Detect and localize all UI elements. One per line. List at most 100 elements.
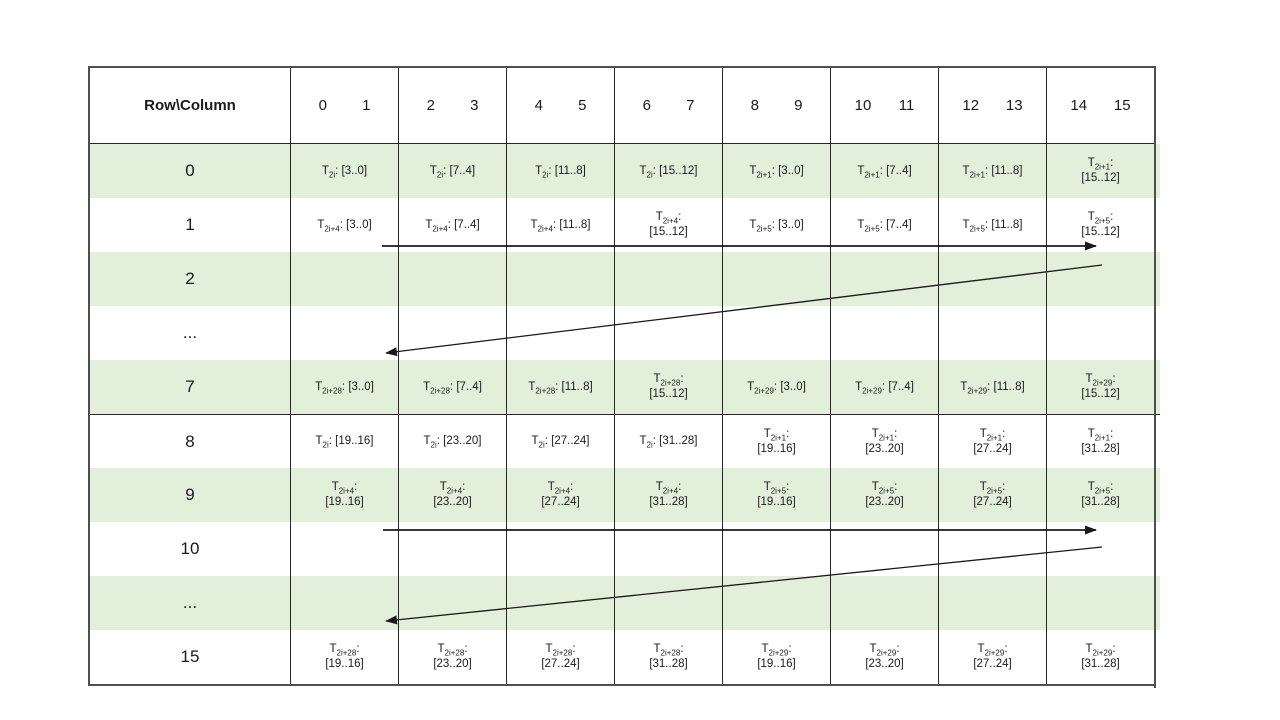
column-number-right: 13 — [1005, 97, 1023, 114]
data-cell: T2i+1: [7..4] — [830, 144, 938, 198]
data-cell: T2i+5: [3..0] — [722, 198, 830, 252]
cell-text: T2i+5: [11..8] — [962, 218, 1023, 233]
column-number-right: 11 — [898, 97, 915, 114]
data-cell: T2i+4: [3..0] — [290, 198, 398, 252]
data-cell: T2i: [3..0] — [290, 144, 398, 198]
cell-text: T2i+28: [15..12] — [649, 373, 688, 400]
data-cell: T2i+5: [23..20] — [830, 468, 938, 522]
data-cell: T2i+29: [31..28] — [1046, 630, 1154, 684]
row-label: 7 — [185, 377, 195, 396]
data-cell — [1046, 576, 1154, 630]
cell-text: T2i: [19..16] — [315, 435, 374, 450]
cell-text: T2i+1: [23..20] — [865, 427, 904, 455]
row-label: ... — [182, 593, 198, 612]
table-right-border — [1154, 66, 1156, 688]
data-cell: T2i+4: [31..28] — [614, 468, 722, 522]
data-cell: T2i+1: [31..28] — [1046, 415, 1154, 468]
column-number-right: 1 — [362, 97, 371, 114]
data-cell: T2i+29: [3..0] — [722, 360, 830, 414]
data-cell — [290, 252, 398, 306]
cell-text: T2i+4: [27..24] — [541, 481, 580, 508]
cell-text: T2i+5: [27..24] — [973, 481, 1012, 508]
table-row: 8 T2i: [19..16] T2i: [23..20] T2i: [27..24]… — [90, 414, 1160, 468]
data-cell: T2i+29: [11..8] — [938, 360, 1046, 414]
data-cell — [398, 306, 506, 360]
cell-text: T2i+28: [3..0] — [315, 380, 374, 395]
cell-text: T2i+4: [23..20] — [433, 481, 472, 508]
data-cell: T2i+1: [11..8] — [938, 144, 1046, 198]
row-label: 2 — [185, 269, 195, 288]
table-row: 15 T2i+28: [19..16] T2i+28: [23..20] T2i+28:[… — [90, 630, 1160, 684]
data-cell: T2i+29: [7..4] — [830, 360, 938, 414]
data-cell: T2i+29: [19..16] — [722, 630, 830, 684]
table-row: 9 T2i+4: [19..16] T2i+4: [23..20] T2i+4: [27..… — [90, 468, 1160, 522]
column-number-right: 3 — [470, 97, 479, 114]
table-body: 0 T2i: [3..0] T2i: [7..4] T2i: [11..8] T2i: … — [90, 144, 1160, 684]
cell-text: T2i+5: [15..12] — [1081, 211, 1120, 238]
data-cell — [1046, 252, 1154, 306]
cell-text: T2i+1: [7..4] — [857, 164, 912, 179]
cell-text: T2i: [27..24] — [531, 435, 590, 450]
data-cell: T2i+28: [27..24] — [506, 630, 614, 684]
data-cell: T2i+1: [3..0] — [722, 144, 830, 198]
cell-text: T2i+28: [27..24] — [541, 643, 580, 670]
cell-text: T2i+1: [19..16] — [757, 427, 796, 455]
cell-text: T2i+29: [3..0] — [747, 380, 806, 395]
cell-text: T2i+1: [27..24] — [973, 427, 1012, 455]
row-label: 9 — [185, 485, 195, 504]
data-cell: T2i+1: [27..24] — [938, 415, 1046, 468]
data-cell — [722, 522, 830, 576]
cell-text: T2i+5: [19..16] — [757, 481, 796, 508]
data-cell — [1046, 522, 1154, 576]
column-header-cell: 14 15 — [1046, 68, 1154, 143]
data-cell — [290, 306, 398, 360]
data-cell — [1046, 306, 1154, 360]
cell-text: T2i+28: [19..16] — [325, 643, 364, 670]
cell-text: T2i+28: [11..8] — [528, 380, 593, 395]
cell-text: T2i+28: [23..20] — [433, 643, 472, 670]
column-number-right: 7 — [686, 97, 695, 114]
row-label: 0 — [185, 161, 195, 180]
cell-text: T2i+29: [27..24] — [973, 643, 1012, 670]
data-cell — [506, 252, 614, 306]
cell-text: T2i+28: [31..28] — [649, 643, 688, 670]
data-cell: T2i+28: [23..20] — [398, 630, 506, 684]
data-cell — [722, 306, 830, 360]
data-cell — [614, 306, 722, 360]
cell-text: T2i: [11..8] — [535, 164, 586, 179]
column-number-left: 4 — [534, 97, 543, 114]
data-cell: T2i: [31..28] — [614, 415, 722, 468]
cell-text: T2i+29: [31..28] — [1081, 643, 1120, 670]
data-cell — [722, 576, 830, 630]
data-cell — [830, 522, 938, 576]
data-cell: T2i+1: [19..16] — [722, 415, 830, 468]
data-cell — [938, 306, 1046, 360]
table-row: 10 — [90, 522, 1160, 576]
row-label: 1 — [185, 215, 195, 234]
data-cell — [398, 522, 506, 576]
corner-cell: Row\Column — [144, 97, 236, 114]
cell-text: T2i+4: [7..4] — [425, 218, 480, 233]
cell-text: T2i: [31..28] — [639, 435, 698, 450]
data-cell — [938, 252, 1046, 306]
column-number-left: 14 — [1070, 97, 1088, 114]
column-number-right: 9 — [794, 97, 803, 114]
data-cell — [398, 576, 506, 630]
column-header-cell: 10 11 — [830, 68, 938, 143]
data-cell — [506, 522, 614, 576]
data-cell: T2i: [15..12] — [614, 144, 722, 198]
column-number-left: 10 — [854, 97, 872, 114]
data-cell: T2i+28: [15..12] — [614, 360, 722, 414]
cell-text: T2i: [15..12] — [639, 164, 698, 179]
data-cell — [398, 252, 506, 306]
cell-text: T2i+1: [11..8] — [962, 164, 1023, 179]
column-number-right: 5 — [578, 97, 587, 114]
column-header-cell: 12 13 — [938, 68, 1046, 143]
data-cell: T2i+4: [19..16] — [290, 468, 398, 522]
cell-text: T2i+28: [7..4] — [423, 380, 482, 395]
data-cell: T2i: [7..4] — [398, 144, 506, 198]
